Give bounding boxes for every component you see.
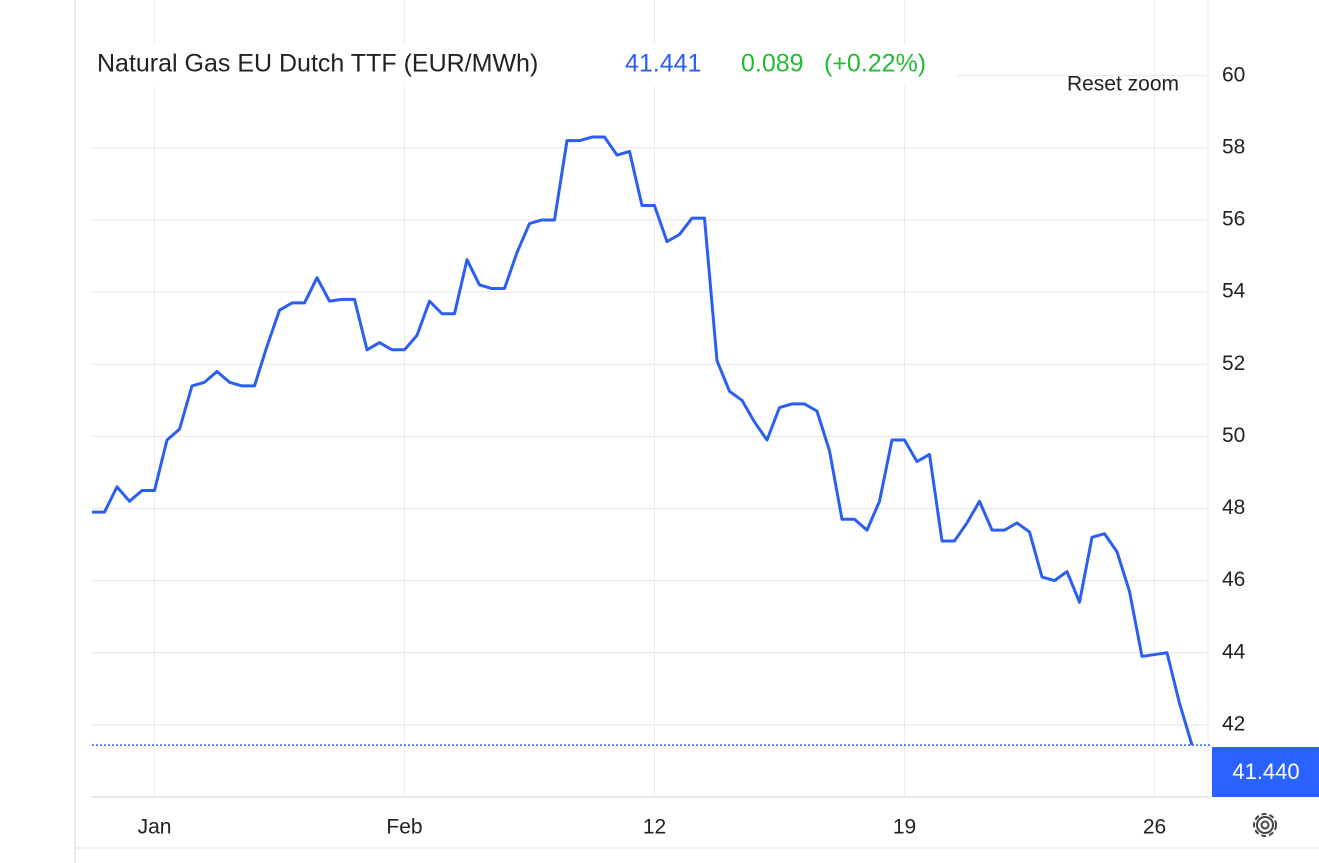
y-tick-label: 58 [1222, 135, 1245, 158]
settings-icon[interactable] [1253, 813, 1277, 837]
y-tick-label: 54 [1222, 280, 1246, 303]
y-tick-label: 50 [1222, 424, 1245, 447]
x-tick-label: 26 [1143, 816, 1166, 839]
y-tick-label: 46 [1222, 568, 1245, 591]
x-tick-label: Jan [138, 816, 172, 839]
gear-hole [1260, 820, 1270, 830]
x-tick-label: 19 [893, 816, 916, 839]
price: 41.441 [625, 50, 701, 78]
change: 0.089 [741, 50, 804, 78]
price-line [92, 135, 1194, 746]
y-tick-label: 52 [1222, 352, 1245, 375]
grid [92, 0, 1209, 798]
gear-teeth [1253, 813, 1277, 837]
chart-title: Natural Gas EU Dutch TTF (EUR/MWh) [97, 50, 538, 78]
y-tick-label: 44 [1222, 640, 1246, 663]
y-tick-label: 48 [1222, 496, 1245, 519]
last-price-box [1212, 747, 1319, 797]
y-tick-label: 60 [1222, 63, 1245, 86]
x-tick-label: Feb [386, 816, 422, 839]
y-tick-label: 42 [1222, 712, 1245, 735]
reset-zoom[interactable]: Reset zoom [1067, 73, 1179, 96]
header-bg [88, 44, 958, 86]
change-pct: (+0.22%) [824, 50, 926, 78]
x-tick-label: 12 [643, 816, 666, 839]
y-tick-label: 56 [1222, 208, 1245, 231]
last-price-label: 41.440 [1232, 759, 1299, 784]
gear-body [1256, 816, 1274, 834]
